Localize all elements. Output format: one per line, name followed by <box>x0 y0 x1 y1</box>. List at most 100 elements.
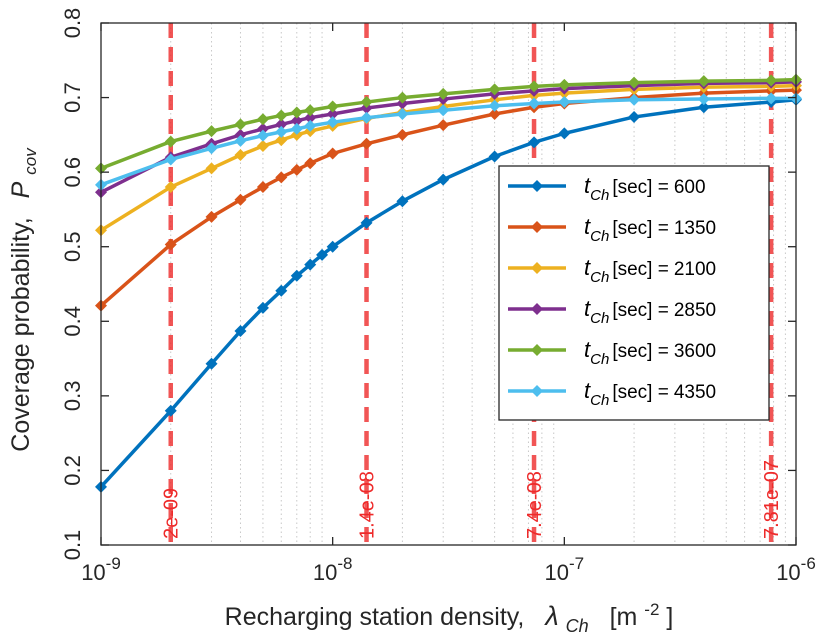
legend-label: tCh [sec] = 3600 <box>584 337 716 368</box>
data-point <box>396 195 409 208</box>
data-point <box>164 153 177 166</box>
legend-unit: [sec] = <box>612 218 669 239</box>
data-point <box>360 216 373 229</box>
data-point <box>326 240 339 253</box>
data-point <box>488 107 501 120</box>
x-tick-exponent: -7 <box>569 554 584 573</box>
y-tick-label: 0.8 <box>60 8 85 39</box>
series-line <box>99 98 797 489</box>
data-point <box>256 181 269 194</box>
legend-value: 600 <box>674 177 706 198</box>
series-group <box>95 73 802 493</box>
x-tick-base: 10 <box>313 560 337 585</box>
data-point <box>205 162 218 175</box>
legend-marker <box>531 303 543 315</box>
x-axis-label: Recharging station density, λ Ch [m -2 ] <box>225 593 674 638</box>
data-point <box>290 106 303 119</box>
x-tick-base: 10 <box>776 560 800 585</box>
data-point <box>290 114 303 127</box>
legend-item: tCh [sec] = 2850 <box>508 296 716 327</box>
legend-label: tCh [sec] = 600 <box>584 173 706 204</box>
legend-item: tCh [sec] = 4350 <box>508 378 716 409</box>
legend-marker <box>531 180 543 192</box>
legend-symbol-sub: Ch <box>590 392 609 409</box>
data-point <box>256 113 269 126</box>
y-axis-label: Coverage probability, P cov <box>7 147 40 452</box>
data-point <box>528 80 541 93</box>
data-point <box>697 101 710 114</box>
legend-unit: [sec] = <box>612 382 669 403</box>
data-point <box>290 163 303 176</box>
data-point <box>164 404 177 417</box>
data-point <box>256 129 269 142</box>
data-point <box>164 135 177 148</box>
x-tick-base: 10 <box>545 560 569 585</box>
y-tick-label: 0.4 <box>60 306 85 337</box>
series-3600 <box>95 73 802 175</box>
data-point <box>275 109 288 122</box>
data-point <box>290 269 303 282</box>
x-tick-base: 10 <box>81 560 105 585</box>
data-point <box>304 258 317 271</box>
legend-value: 3600 <box>674 341 716 362</box>
data-point <box>558 78 571 91</box>
legend-symbol: t <box>584 173 591 198</box>
legend-label: tCh [sec] = 2850 <box>584 296 716 327</box>
legend-symbol-sub: Ch <box>590 351 609 368</box>
legend-unit: [sec] = <box>612 259 669 280</box>
legend-value: 2850 <box>674 300 716 321</box>
axes-group: 0.10.20.30.40.50.60.70.810-9 10-8 10-7 10-6 <box>60 8 816 585</box>
legend-marker <box>531 262 543 274</box>
data-point <box>234 324 247 337</box>
x-axis-unit-close: ] <box>666 603 673 631</box>
data-point <box>326 147 339 160</box>
threshold-label: 2e-09 <box>161 488 183 539</box>
data-point <box>396 91 409 104</box>
data-point <box>326 107 339 120</box>
x-axis-symbol-sub: Ch <box>566 616 589 636</box>
data-point <box>488 83 501 96</box>
legend-value: 4350 <box>674 382 716 403</box>
legend-unit: [sec] = <box>612 341 669 362</box>
y-axis-label-text: Coverage probability, <box>7 217 35 451</box>
y-axis-symbol: P <box>7 181 35 198</box>
y-tick-label: 0.3 <box>60 381 85 412</box>
data-point <box>326 100 339 113</box>
data-point <box>360 96 373 109</box>
x-axis-unit-sup: -2 <box>644 600 659 619</box>
legend-value: 1350 <box>674 218 716 239</box>
data-point <box>275 284 288 297</box>
data-point <box>396 107 409 120</box>
series-600 <box>95 93 802 493</box>
legend-item: tCh [sec] = 2100 <box>508 255 716 286</box>
data-point <box>256 140 269 153</box>
data-point <box>164 181 177 194</box>
data-point <box>628 76 641 89</box>
data-point <box>275 171 288 184</box>
data-point <box>396 128 409 141</box>
threshold-label: 7.4e-08 <box>524 471 546 539</box>
data-point <box>488 99 501 112</box>
legend-symbol-sub: Ch <box>590 228 609 245</box>
data-point <box>205 142 218 155</box>
legend-label: tCh [sec] = 1350 <box>584 214 716 245</box>
x-tick-label: 10-9 <box>81 554 121 585</box>
data-point <box>256 122 269 135</box>
data-point <box>304 119 317 132</box>
x-axis-symbol: λ <box>543 601 558 631</box>
x-tick-label: 10-8 <box>313 554 353 585</box>
legend-label: tCh [sec] = 2100 <box>584 255 716 286</box>
data-point <box>164 238 177 251</box>
data-point <box>205 357 218 370</box>
data-point <box>697 75 710 88</box>
data-point <box>275 125 288 138</box>
y-tick-label: 0.1 <box>60 530 85 561</box>
data-point <box>234 148 247 161</box>
data-point <box>205 210 218 223</box>
legend-symbol: t <box>584 296 591 321</box>
threshold-label: 1.4e-08 <box>357 471 379 539</box>
data-point <box>234 193 247 206</box>
legend-marker <box>531 344 543 356</box>
data-point <box>304 157 317 170</box>
